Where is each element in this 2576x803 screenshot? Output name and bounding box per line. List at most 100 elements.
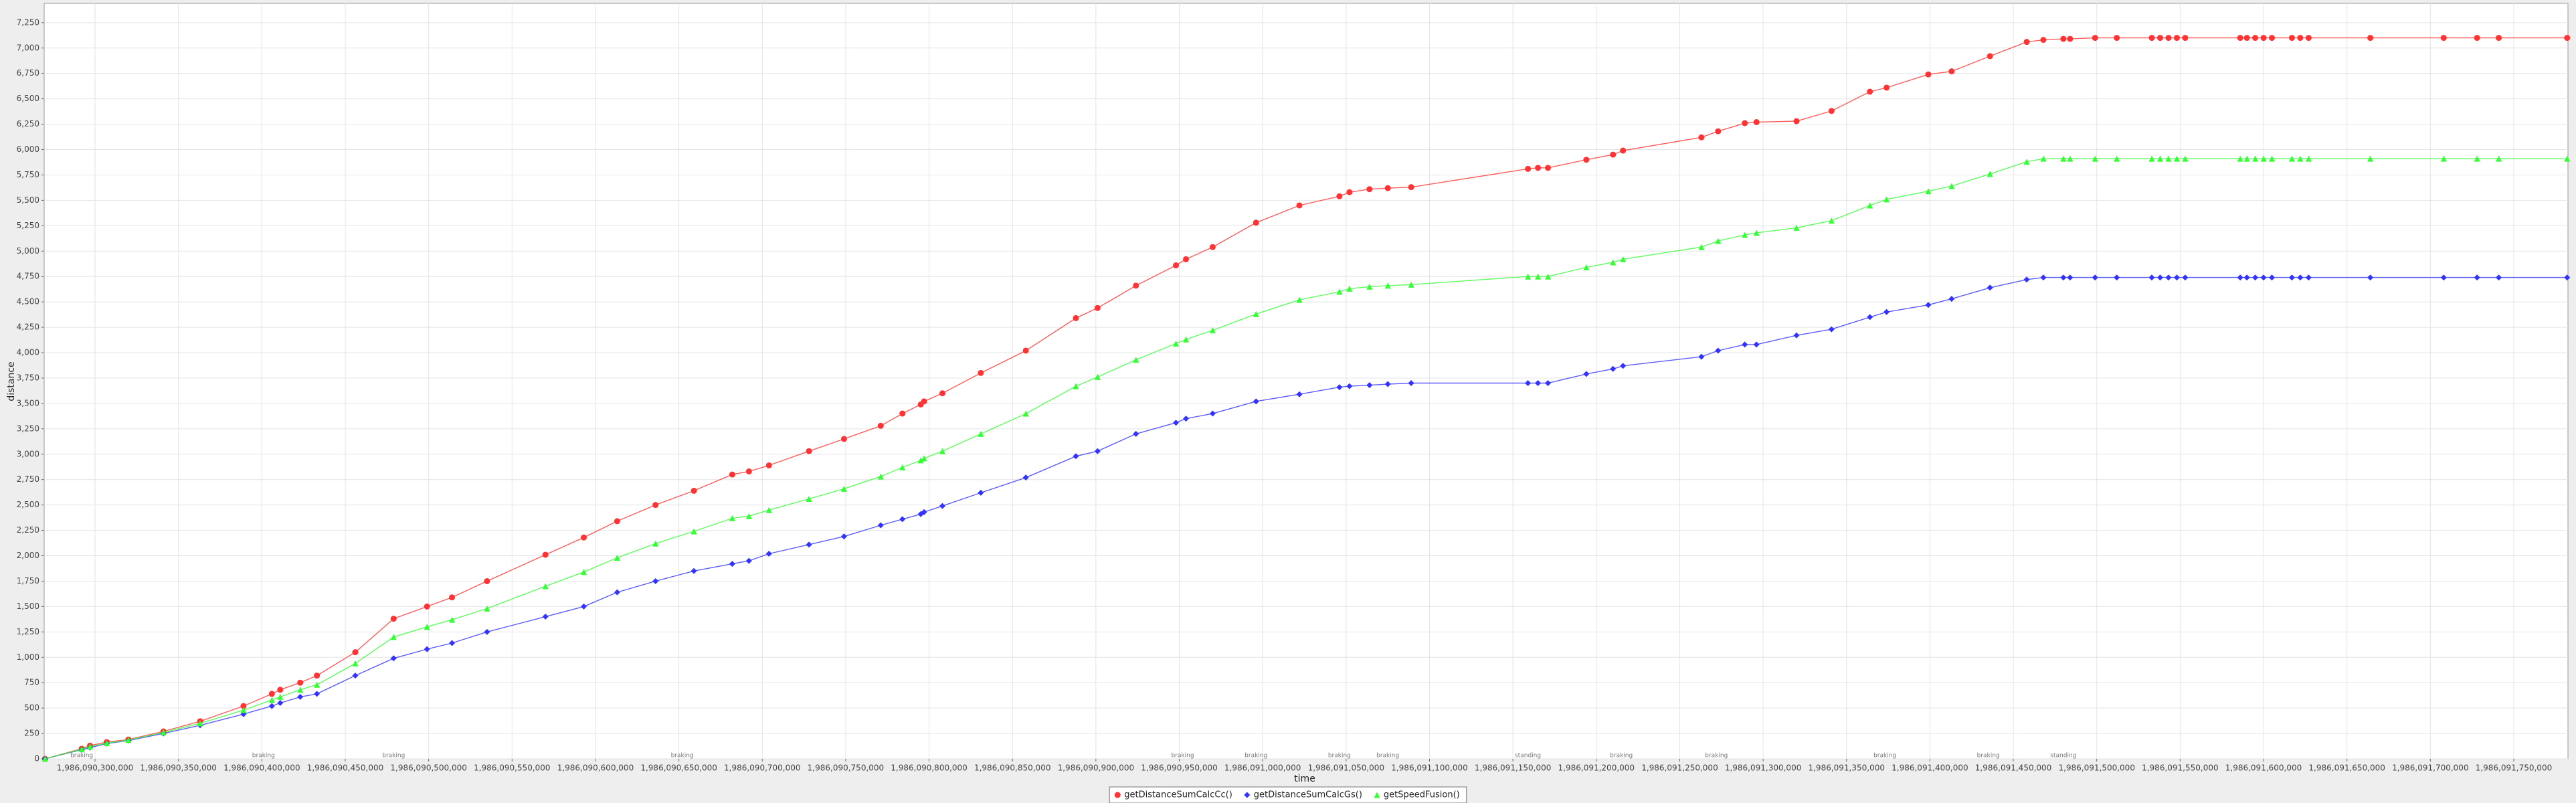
point [1867,202,1873,209]
point [1209,327,1216,334]
x-tick-label: 1,986,090,350,000 [140,764,217,773]
point [2148,35,2155,41]
point [2243,155,2250,162]
point [390,655,397,662]
point [1073,315,1079,321]
point [1867,314,1873,321]
point [2260,155,2267,162]
point [277,693,284,700]
point [1253,398,1259,405]
point [1535,380,1542,387]
legend-marker [1374,792,1380,798]
legend-marker [1244,792,1251,798]
point [729,471,735,478]
x-tick-label: 1,986,091,500,000 [2058,764,2135,773]
x-tick-label: 1,986,091,750,000 [2476,764,2553,773]
point [484,628,490,635]
point [1336,384,1343,391]
point [1867,88,1873,95]
point [1544,165,1551,171]
point [1073,383,1079,389]
point [2297,35,2304,41]
point [1133,357,1139,363]
point [2067,35,2074,42]
annotation: braking [70,753,93,760]
point [314,681,320,688]
point [1209,410,1216,417]
point [1883,196,1890,203]
point [240,703,247,709]
annotation: braking [1376,753,1399,760]
point [449,640,456,646]
annotation: standing [2050,753,2076,760]
point [978,430,984,437]
point [2268,274,2275,281]
x-tick-label: 1,986,091,150,000 [1475,764,1552,773]
point [1366,186,1373,193]
point [1296,391,1303,397]
annotation: braking [1977,753,2000,760]
point [160,729,167,736]
point [765,507,772,513]
point [840,436,847,442]
y-tick-label: 3,750 [17,373,39,382]
point [1987,53,1993,60]
point [352,649,359,656]
point [1620,256,1627,262]
x-tick-label: 1,986,091,550,000 [2142,764,2219,773]
x-tick-label: 1,986,091,600,000 [2225,764,2302,773]
point [2260,35,2267,41]
point [1583,157,1590,163]
point [691,567,697,574]
point [1948,183,1955,189]
point [2268,155,2275,162]
point [2173,155,2180,162]
point [2182,155,2189,162]
point [240,707,247,713]
point [691,528,697,535]
point [352,660,359,666]
point [614,518,620,525]
point [1346,383,1353,389]
point [745,557,752,564]
point [614,555,620,561]
point [2252,155,2259,162]
legend-label: getSpeedFusion() [1384,790,1460,800]
point [2060,274,2067,281]
point [2305,274,2312,281]
y-tick-label: 1,750 [17,576,39,586]
point [2237,35,2243,41]
point [1073,453,1079,460]
y-tick-label: 7,000 [17,43,39,52]
point [1182,336,1189,343]
point [917,457,924,464]
point [1828,217,1835,224]
point [449,594,456,601]
point [1094,373,1101,380]
annotation: braking [1610,753,1633,760]
point [921,509,927,515]
point [484,605,490,612]
point [1346,285,1353,292]
point [2243,35,2250,41]
point [1698,244,1705,250]
point [1133,282,1139,289]
series-line [45,277,2567,760]
point [1544,380,1551,387]
y-tick-label: 3,500 [17,398,39,408]
y-tick-label: 2,750 [17,474,39,484]
x-tick-label: 1,986,091,400,000 [1892,764,1968,773]
point [1742,232,1748,238]
point [1620,147,1627,154]
point [939,503,946,509]
point [2156,155,2163,162]
point [765,550,772,557]
y-tick-label: 250 [24,729,39,738]
point [2260,274,2267,281]
point [1296,296,1303,303]
point [1620,363,1627,369]
point [1253,219,1259,226]
x-tick-label: 1,986,090,500,000 [390,764,467,773]
point [542,551,549,558]
point [729,561,735,567]
